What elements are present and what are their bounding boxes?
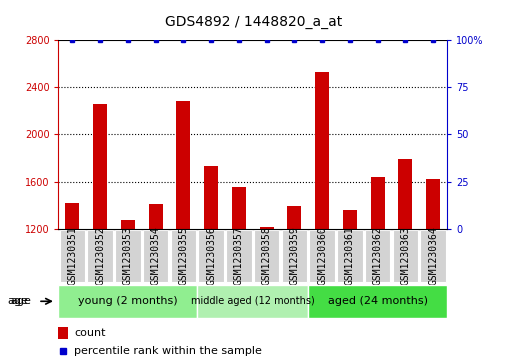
Bar [343,210,357,229]
FancyBboxPatch shape [308,285,447,318]
Bar [260,227,273,229]
FancyBboxPatch shape [143,230,168,282]
Text: GSM1230364: GSM1230364 [428,227,438,285]
FancyBboxPatch shape [254,230,279,282]
Text: GSM1230355: GSM1230355 [178,227,188,285]
Bar [149,204,163,229]
FancyBboxPatch shape [393,230,418,282]
FancyBboxPatch shape [421,230,446,282]
FancyBboxPatch shape [365,230,391,282]
Text: middle aged (12 months): middle aged (12 months) [191,296,314,306]
Bar [426,179,440,229]
FancyBboxPatch shape [198,230,224,282]
Bar [176,101,190,229]
Text: GSM1230352: GSM1230352 [95,227,105,285]
FancyBboxPatch shape [337,230,363,282]
Text: age: age [8,296,28,306]
FancyBboxPatch shape [171,230,196,282]
Bar [121,220,135,229]
Text: young (2 months): young (2 months) [78,296,178,306]
Bar [315,72,329,229]
FancyBboxPatch shape [309,230,335,282]
Bar [66,203,79,229]
Bar [204,166,218,229]
Text: GSM1230361: GSM1230361 [345,227,355,285]
Text: GSM1230363: GSM1230363 [400,227,410,285]
Text: GSM1230356: GSM1230356 [206,227,216,285]
FancyBboxPatch shape [197,285,308,318]
Text: GSM1230354: GSM1230354 [150,227,161,285]
Text: GSM1230357: GSM1230357 [234,227,244,285]
Text: GSM1230351: GSM1230351 [67,227,77,285]
Bar [93,104,107,229]
FancyBboxPatch shape [59,230,85,282]
Bar [58,327,68,339]
Text: GSM1230359: GSM1230359 [290,227,299,285]
FancyBboxPatch shape [281,230,307,282]
FancyBboxPatch shape [58,285,197,318]
Bar [398,159,412,229]
Text: percentile rank within the sample: percentile rank within the sample [74,346,262,356]
Text: age: age [10,296,31,306]
Text: GSM1230360: GSM1230360 [317,227,327,285]
Text: aged (24 months): aged (24 months) [328,296,428,306]
Bar [232,187,246,229]
Text: GSM1230362: GSM1230362 [373,227,383,285]
Text: GDS4892 / 1448820_a_at: GDS4892 / 1448820_a_at [166,15,342,29]
Bar [288,206,301,229]
FancyBboxPatch shape [226,230,251,282]
FancyBboxPatch shape [87,230,113,282]
Text: GSM1230358: GSM1230358 [262,227,272,285]
Bar [371,177,385,229]
Text: GSM1230353: GSM1230353 [123,227,133,285]
FancyBboxPatch shape [115,230,141,282]
Text: count: count [74,328,106,338]
